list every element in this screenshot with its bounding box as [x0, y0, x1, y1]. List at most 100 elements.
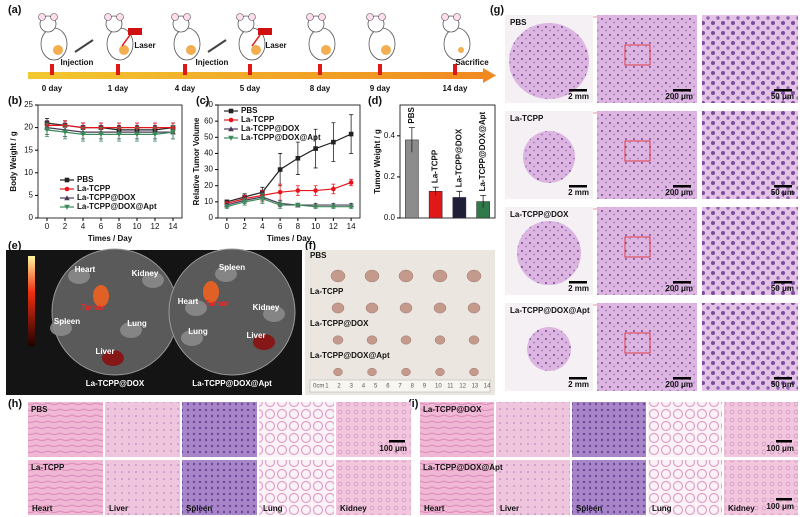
y-tick-label: 5	[29, 191, 34, 200]
x-tick-label: 4	[260, 222, 265, 231]
marker	[134, 132, 140, 138]
x-tick-label: 8	[296, 222, 301, 231]
tumor	[469, 367, 479, 377]
y-tick-label: 10	[24, 168, 33, 177]
tumor	[332, 335, 344, 345]
scale-bar	[774, 89, 792, 92]
scale-bar-label: 50 μm	[771, 92, 794, 101]
scale-bar-label: 100 μm	[379, 444, 407, 453]
scale-bar-label: 2 mm	[568, 188, 589, 197]
legend-label: PBS	[241, 106, 258, 115]
ruler-label: 11	[447, 384, 454, 390]
y-tick-label: 25	[24, 100, 33, 109]
organ-label: Spleen	[576, 504, 602, 513]
organ-label: Liver	[500, 504, 519, 513]
tissue	[597, 207, 697, 295]
mouse-body	[40, 27, 68, 61]
panel-label: (e)	[8, 240, 22, 252]
series-line	[226, 198, 352, 208]
tumor	[458, 47, 464, 53]
tumor	[251, 45, 261, 55]
scale-bar	[776, 498, 792, 501]
scale-bar	[776, 440, 792, 443]
panel-label: (a)	[8, 4, 22, 16]
x-tick-label: 12	[151, 222, 160, 231]
scale-bar-label: 50 μm	[771, 380, 794, 389]
tumor	[321, 45, 331, 55]
panel-label: (i)	[408, 398, 419, 410]
x-tick-label: 0	[45, 222, 50, 231]
organ	[142, 272, 164, 288]
axis-frame	[217, 104, 361, 219]
mouse-ear	[236, 13, 244, 21]
tumor	[434, 335, 446, 345]
event-label: Laser	[134, 41, 155, 50]
marker	[312, 204, 319, 210]
ruler-label: 7	[398, 384, 402, 390]
organ-section	[259, 402, 334, 457]
tumor	[399, 302, 413, 314]
organ-label: Spleen	[186, 504, 212, 513]
section	[523, 131, 575, 183]
mouse-ear	[183, 13, 191, 21]
marker	[44, 127, 50, 133]
organ	[50, 320, 72, 336]
tissue	[702, 111, 798, 199]
x-axis-title: Times / Day	[88, 234, 133, 243]
tumor	[433, 302, 447, 314]
day-marker	[378, 64, 382, 75]
mouse	[236, 13, 266, 61]
organ-label: Spleen	[54, 317, 80, 326]
marker	[62, 129, 68, 135]
panel-label: (d)	[368, 95, 382, 107]
panel-label: (c)	[196, 95, 210, 107]
organ	[215, 266, 237, 282]
tumor	[364, 269, 380, 283]
organ-label: Kidney	[132, 269, 159, 278]
tumor	[467, 302, 481, 314]
tumor	[381, 45, 391, 55]
marker	[64, 204, 70, 210]
category-label: La-TCPP@DOX@Apt	[478, 111, 487, 191]
day-label: 5 day	[240, 84, 261, 93]
organ	[102, 350, 124, 366]
category-label: PBS	[407, 106, 416, 123]
legend-label: La-TCPP@DOX	[241, 124, 300, 133]
category-label: La-TCPP@DOX	[454, 128, 463, 187]
event-label: Injection	[196, 58, 229, 67]
tumor	[468, 335, 480, 345]
scale-bar	[569, 377, 587, 380]
series-line	[226, 133, 352, 203]
day-marker	[116, 64, 120, 75]
day-label: 9 day	[370, 84, 391, 93]
y-tick-label: 50	[204, 132, 213, 141]
marker	[331, 186, 336, 192]
organ	[185, 300, 207, 316]
organ-label: Tumor	[205, 299, 229, 308]
y-tick-label: 20	[24, 123, 33, 132]
marker	[277, 189, 283, 195]
marker	[64, 195, 70, 201]
laser-beam	[251, 34, 261, 47]
y-axis-title: Body Weight / g	[9, 131, 18, 191]
marker	[98, 132, 104, 138]
organ-section	[496, 460, 570, 515]
x-tick-label: 8	[117, 222, 122, 231]
scale-bar-label: 50 μm	[771, 188, 794, 197]
tumor	[53, 45, 63, 55]
tumor	[330, 269, 346, 283]
series-line	[46, 127, 173, 133]
caption: La-TCPP@DOX@Apt	[192, 379, 272, 388]
group-label: PBS	[510, 18, 527, 27]
row-label: La-TCPP	[310, 287, 344, 296]
x-tick-label: 10	[311, 222, 320, 231]
y-tick-label: 10	[204, 197, 213, 206]
series-line	[47, 124, 173, 129]
organ-section	[724, 402, 798, 457]
marker	[64, 177, 70, 183]
x-tick-label: 0	[225, 222, 230, 231]
mouse	[366, 13, 396, 61]
caption: La-TCPP@DOX	[86, 379, 145, 388]
mouse-body	[443, 27, 471, 61]
